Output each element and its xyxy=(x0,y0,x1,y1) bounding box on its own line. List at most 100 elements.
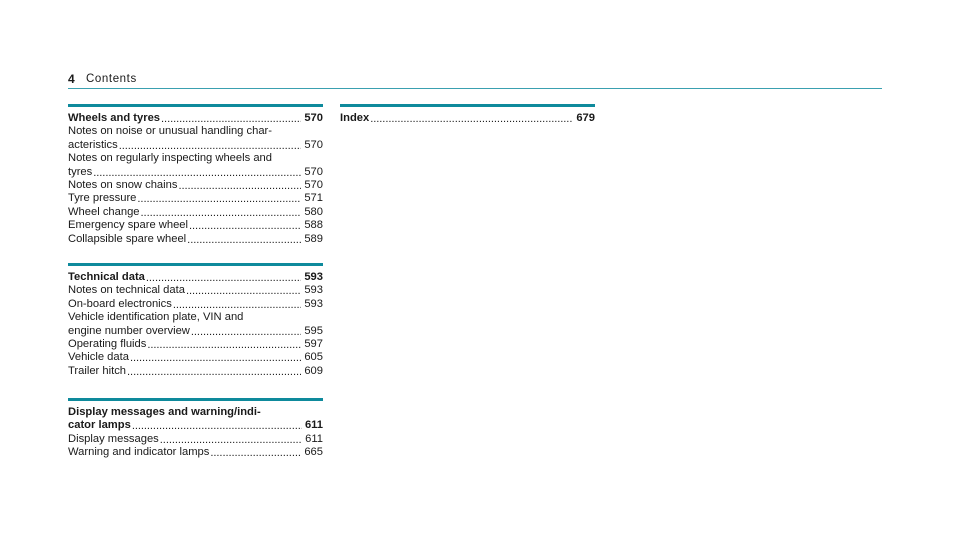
dot-leader xyxy=(173,299,301,312)
toc-entry[interactable]: Notes on regularly inspecting wheels and… xyxy=(68,152,323,179)
toc-entry-text: Trailer hitch xyxy=(68,364,127,377)
toc-entry-line: tyres 570 xyxy=(68,166,323,179)
header-title: Contents xyxy=(86,73,137,85)
toc-page-number: 611 xyxy=(305,432,323,445)
toc-page-number: 589 xyxy=(304,232,323,245)
toc-entry-line: Trailer hitch 609 xyxy=(68,365,323,378)
section-page-number: 570 xyxy=(304,112,323,124)
dot-leader xyxy=(187,234,301,247)
toc-entry[interactable]: Collapsible spare wheel 589 xyxy=(68,233,323,246)
toc-entry-line: Display messages 611 xyxy=(68,433,323,446)
toc-entry[interactable]: Notes on technical data 593 xyxy=(68,284,323,297)
section-heading-link[interactable]: Index 679 xyxy=(340,112,595,125)
section-page-number: 593 xyxy=(304,271,323,283)
toc-entry-text: Tyre pressure xyxy=(68,192,137,205)
section-rule xyxy=(340,104,595,107)
toc-entry[interactable]: Operating fluids 597 xyxy=(68,338,323,351)
toc-entry-line: Warning and indicator lamps 665 xyxy=(68,446,323,459)
toc-entry-text: Notes on technical data xyxy=(68,284,185,297)
dot-leader xyxy=(161,113,301,126)
toc-page-number: 570 xyxy=(304,138,323,151)
toc-entry[interactable]: Notes on snow chains 570 xyxy=(68,179,323,192)
dot-leader xyxy=(141,207,302,220)
toc-section: Technical data593Notes on technical data… xyxy=(68,263,323,378)
toc-entry[interactable]: Tyre pressure 571 xyxy=(68,192,323,205)
dot-leader xyxy=(147,339,301,352)
toc-entry-text: Notes on snow chains xyxy=(68,179,178,192)
dot-leader xyxy=(178,180,301,193)
toc-entry-text: engine number overview xyxy=(68,324,190,337)
toc-entry-line: Vehicle data 605 xyxy=(68,351,323,364)
dot-leader xyxy=(370,113,573,126)
toc-entry[interactable]: On-board electronics 593 xyxy=(68,298,323,311)
dot-leader xyxy=(186,285,301,298)
toc-entry-line: Wheel change 580 xyxy=(68,206,323,219)
toc-page-number: 609 xyxy=(304,364,323,377)
dot-leader xyxy=(191,326,301,339)
section-page-number: 611 xyxy=(304,419,323,432)
toc-entry-text: tyres xyxy=(68,165,93,178)
toc-page-number: 665 xyxy=(304,446,323,459)
toc-entry-text: Warning and indicator lamps xyxy=(68,446,210,459)
toc-entry[interactable]: Wheel change 580 xyxy=(68,206,323,219)
toc-entry[interactable]: Display messages 611 xyxy=(68,433,323,446)
dot-leader xyxy=(160,434,302,447)
toc-entry[interactable]: Vehicle identification plate, VIN and eng… xyxy=(68,311,323,338)
dot-leader xyxy=(119,140,302,153)
section-heading-text: Display messages and warning/indi- xyxy=(68,406,261,418)
toc-entry-line: Notes on regularly inspecting wheels and xyxy=(68,152,323,165)
toc-entry-line: engine number overview 595 xyxy=(68,325,323,338)
toc-page-number: 593 xyxy=(304,284,323,297)
toc-entry-line: On-board electronics 593 xyxy=(68,298,323,311)
toc-entry-line: Emergency spare wheel 588 xyxy=(68,219,323,232)
toc-entry-line: Vehicle identification plate, VIN and xyxy=(68,311,323,324)
toc-entry-text: Display messages xyxy=(68,432,159,445)
dot-leader xyxy=(132,420,302,433)
toc-entry[interactable]: Notes on noise or unusual handling char-… xyxy=(68,125,323,152)
toc-page-number: 570 xyxy=(304,179,323,192)
header-rule xyxy=(68,88,882,89)
section-heading-link[interactable]: Technical data 593 xyxy=(68,271,323,284)
toc-entry-line: Notes on technical data 593 xyxy=(68,284,323,297)
section-heading-link[interactable]: cator lamps 611 xyxy=(68,419,323,432)
toc-page-number: 580 xyxy=(304,205,323,218)
section-rule xyxy=(68,104,323,107)
toc-entry-line: acteristics 570 xyxy=(68,139,323,152)
toc-page-number: 570 xyxy=(304,165,323,178)
toc-entry-text: Collapsible spare wheel xyxy=(68,232,187,245)
toc-entry-text: Notes on noise or unusual handling char- xyxy=(68,125,272,138)
toc-page-number: 571 xyxy=(304,192,323,205)
dot-leader xyxy=(189,220,301,233)
toc-page-number: 597 xyxy=(304,338,323,351)
toc-entry-line: Collapsible spare wheel 589 xyxy=(68,233,323,246)
toc-page-number: 593 xyxy=(304,297,323,310)
toc-entry[interactable]: Trailer hitch 609 xyxy=(68,365,323,378)
section-heading-text: Wheels and tyres xyxy=(68,112,161,124)
dot-leader xyxy=(130,352,301,365)
toc-section: Index 679 xyxy=(340,104,595,125)
toc-entry[interactable]: Emergency spare wheel 588 xyxy=(68,219,323,232)
toc-entry-line: Notes on snow chains 570 xyxy=(68,179,323,192)
dot-leader xyxy=(137,193,301,206)
section-heading-text: Technical data xyxy=(68,271,145,283)
toc-entry-text: Vehicle data xyxy=(68,351,129,364)
page-header: 4 Contents xyxy=(68,72,882,88)
toc-entry-text: Notes on regularly inspecting wheels and xyxy=(68,152,272,165)
page-number: 4 xyxy=(68,72,75,86)
section-heading-link[interactable]: Wheels and tyres 570 xyxy=(68,112,323,125)
toc-entry-text: Vehicle identification plate, VIN and xyxy=(68,311,244,324)
dot-leader xyxy=(210,447,301,460)
toc-entry-line: Operating fluids 597 xyxy=(68,338,323,351)
section-heading-line: Display messages and warning/indi- xyxy=(68,406,323,419)
toc-entry-line: Notes on noise or unusual handling char- xyxy=(68,125,323,138)
section-rule xyxy=(68,263,323,266)
toc-entry[interactable]: Vehicle data 605 xyxy=(68,351,323,364)
toc-entry-text: Emergency spare wheel xyxy=(68,219,189,232)
dot-leader xyxy=(127,366,301,379)
toc-entry[interactable]: Warning and indicator lamps 665 xyxy=(68,446,323,459)
toc-entry-text: Operating fluids xyxy=(68,338,147,351)
toc-page-number: 605 xyxy=(304,351,323,364)
toc-entry-text: Wheel change xyxy=(68,205,140,218)
toc-entry-text: On-board electronics xyxy=(68,297,172,310)
toc-page-number: 595 xyxy=(304,324,323,337)
